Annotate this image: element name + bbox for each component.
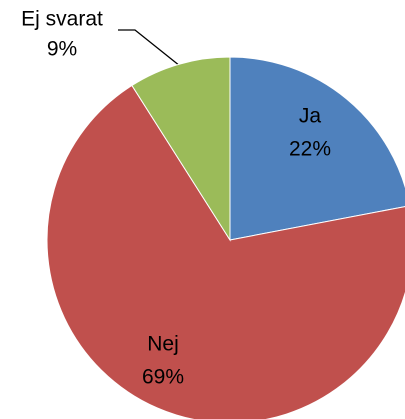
slice-value-label: 9%	[47, 38, 77, 61]
slice-value-label: 22%	[289, 138, 331, 161]
leader-line	[118, 29, 181, 67]
pie-slice	[229, 56, 405, 241]
pie-slice	[131, 56, 231, 242]
slice-value-label: 69%	[142, 366, 184, 389]
pie-slice	[46, 84, 405, 419]
slice-label: Ej svarat	[21, 8, 103, 31]
slice-label: Ja	[299, 105, 322, 128]
slice-label: Nej	[147, 333, 179, 356]
